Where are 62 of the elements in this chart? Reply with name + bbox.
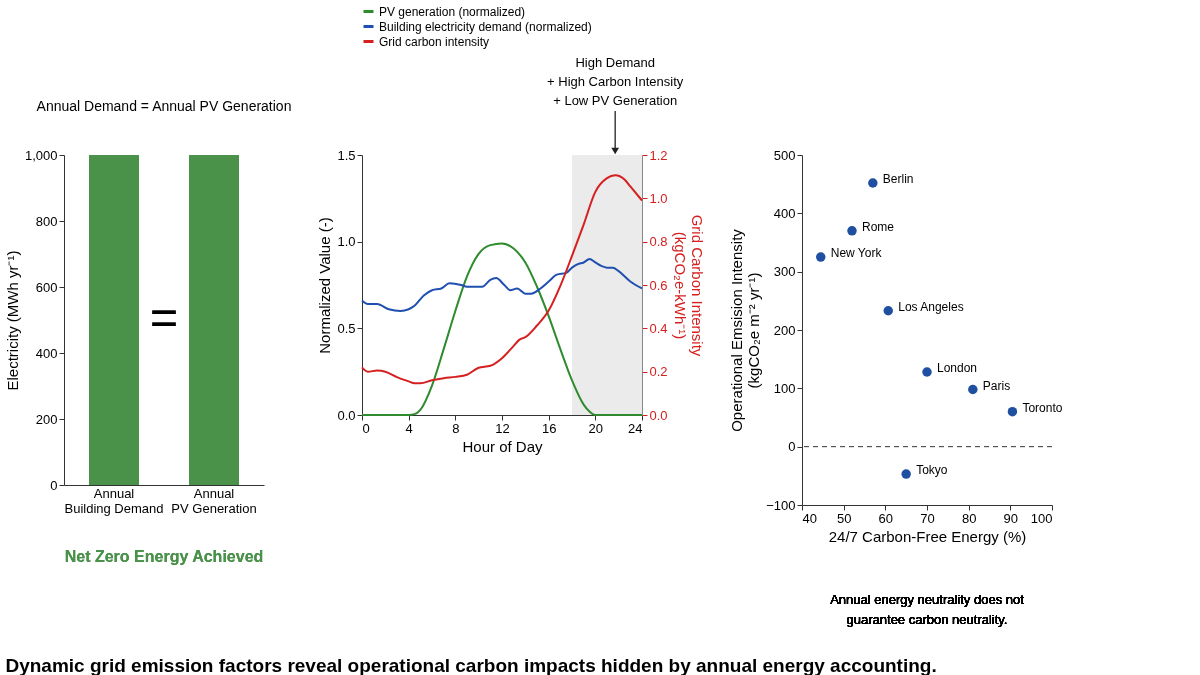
- x-tick-label: 12: [495, 420, 510, 436]
- y-axis-title: Normalized Value (-): [316, 217, 334, 354]
- y-tick-label: 1.5: [337, 147, 356, 163]
- annotation: Tokyo: [916, 463, 948, 478]
- x-tick-label: 60: [878, 510, 894, 526]
- y-axis-title: Operational Emsision Intensity (kgCO₂e m⁻² yr⁻¹): [728, 228, 763, 432]
- x-tick-label: 24: [628, 420, 643, 436]
- annotation: Berlin: [882, 172, 914, 186]
- y-tick-label: 0.0: [337, 407, 356, 423]
- x-tick-label: 20: [588, 420, 604, 436]
- annotation: Paris: [982, 378, 1011, 393]
- annotation: High Demand + High Carbon Intensity + Low PV Generation: [547, 55, 684, 108]
- x-tick-label: 50: [836, 510, 852, 526]
- y-tick-label: 800: [35, 213, 58, 229]
- y-tick-label: 1.0: [337, 234, 356, 250]
- x-tick-label: 0: [362, 420, 370, 436]
- x-tick-label: 80: [961, 510, 977, 526]
- legend-label: Grid carbon intensity: [379, 34, 490, 49]
- x-axis-title: Hour of Day: [462, 437, 544, 455]
- y2-tick-label: 1.0: [649, 190, 668, 206]
- y2-tick-label: 0.6: [649, 277, 668, 293]
- y-tick-label: 600: [35, 279, 58, 295]
- y2-tick-label: 0.8: [649, 234, 668, 250]
- y-tick-label: 400: [35, 345, 58, 361]
- x-tick-label: 100: [1030, 510, 1053, 526]
- legend-label: PV generation (normalized): [379, 4, 526, 19]
- y2-tick-label: 1.2: [649, 147, 668, 163]
- y-tick-label: 500: [773, 147, 796, 163]
- y-tick-label: 200: [773, 322, 796, 338]
- y2-axis-title: Grid Carbon Intensity (kgCO₂e-kWh⁻¹): [671, 214, 706, 357]
- annotation: New York: [830, 246, 883, 261]
- x-tick-label: 40: [802, 510, 817, 526]
- line-series: [361, 258, 643, 312]
- x-tick-label: 90: [1003, 510, 1019, 526]
- y-tick-label: 300: [773, 264, 796, 280]
- x-axis-title: 24/7 Carbon-Free Energy (%): [828, 527, 1027, 545]
- y-axis-title: Electricity (MWh yr⁻¹): [3, 250, 21, 391]
- y-tick-label: 0.5: [337, 320, 356, 336]
- y-tick-label: 0: [788, 439, 796, 455]
- y2-tick-label: 0.2: [649, 364, 668, 380]
- x-tick-label: Annual PV Generation: [171, 485, 257, 516]
- legend-label: Building electricity demand (normalized): [379, 19, 592, 34]
- annotation: =: [149, 291, 179, 344]
- x-tick-label: Annual Building Demand: [64, 485, 164, 516]
- x-tick-label: 8: [452, 420, 460, 436]
- annotation: Toronto: [1022, 400, 1063, 415]
- y2-tick-label: 0.0: [649, 407, 668, 423]
- text: Net Zero Energy Achieved: [64, 548, 264, 565]
- annotation: London: [937, 361, 978, 375]
- x-tick-label: 70: [920, 510, 935, 526]
- annotation: Los Angeles: [898, 299, 964, 314]
- y-tick-label: 200: [35, 411, 58, 427]
- y-tick-label: −100: [766, 497, 796, 513]
- y2-tick-label: 0.4: [649, 320, 668, 336]
- annotation: Rome: [862, 219, 895, 234]
- y-tick-label: 100: [773, 380, 796, 396]
- x-tick-label: 4: [405, 420, 413, 436]
- y-tick-label: 400: [773, 205, 796, 221]
- y-tick-label: 1,000: [24, 147, 58, 163]
- x-tick-label: 16: [541, 420, 557, 436]
- text: Annual energy neutrality does not guarantee carbon neutrality.: [830, 592, 1025, 627]
- chart-title: Annual Demand = Annual PV Generation: [36, 98, 292, 114]
